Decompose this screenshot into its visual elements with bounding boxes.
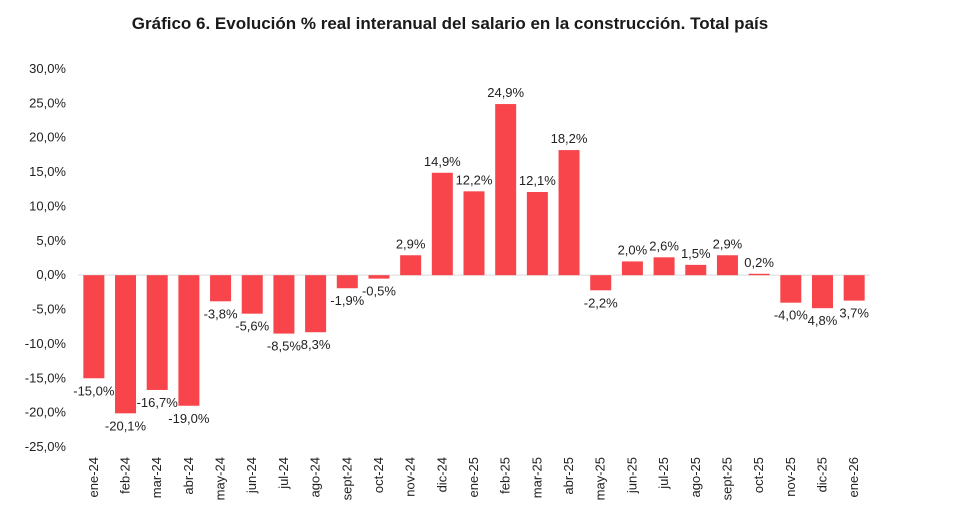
bar-mar-25 [526, 192, 548, 276]
data-label-ago-24: 8,3% [301, 337, 331, 352]
bar-ago-25 [685, 264, 707, 276]
data-label-oct-24: -0,5% [362, 284, 396, 299]
bar-ene-25 [463, 191, 485, 276]
y-tick-label: 15,0% [29, 164, 66, 179]
x-tick-label: ago-24 [308, 457, 323, 497]
bar-ene-26 [843, 275, 865, 301]
data-label-abr-25: 18,2% [551, 131, 588, 146]
data-label-nov-25: -4,0% [774, 308, 808, 323]
x-tick-label: nov-25 [783, 457, 798, 497]
bar-may-25 [590, 275, 612, 291]
chart-title: Gráfico 6. Evolución % real interanual d… [131, 14, 769, 33]
bar-oct-24 [368, 275, 390, 279]
x-tick-label: ene-25 [466, 457, 481, 497]
bar-dic-25 [811, 275, 833, 309]
data-label-jun-24: -5,6% [235, 319, 269, 334]
y-tick-label: 20,0% [29, 130, 66, 145]
bar-ene-24 [83, 275, 105, 379]
x-tick-label: nov-24 [403, 457, 418, 497]
x-tick-label: oct-25 [751, 457, 766, 493]
x-tick-label: feb-25 [498, 457, 513, 494]
data-label-ene-25: 12,2% [456, 172, 493, 187]
data-label-ago-25: 1,5% [681, 246, 711, 261]
bar-jun-25 [621, 261, 643, 276]
x-tick-label: dic-24 [434, 457, 449, 492]
y-tick-label: -15,0% [25, 370, 67, 385]
bar-may-24 [210, 275, 232, 302]
x-tick-label: abr-24 [181, 457, 196, 495]
bar-oct-25 [748, 273, 770, 276]
y-tick-label: 5,0% [36, 233, 66, 248]
x-tick-label: jun-25 [624, 457, 639, 494]
x-tick-label: dic-25 [814, 457, 829, 492]
data-label-may-24: -3,8% [204, 306, 238, 321]
data-label-jul-25: 2,6% [649, 238, 679, 253]
y-tick-label: 10,0% [29, 198, 66, 213]
data-label-dic-25: 4,8% [808, 313, 838, 328]
bar-abr-25 [558, 150, 580, 276]
y-tick-label: 0,0% [36, 267, 66, 282]
y-tick-label: -10,0% [25, 336, 67, 351]
data-label-jul-24: -8,5% [267, 339, 301, 354]
bar-abr-24 [178, 275, 200, 406]
data-label-ene-26: 3,7% [839, 306, 869, 321]
bar-jul-25 [653, 257, 675, 276]
x-tick-label: mar-24 [149, 457, 164, 498]
x-tick-label: abr-25 [561, 457, 576, 495]
x-tick-label: mar-25 [529, 457, 544, 498]
bar-mar-24 [146, 275, 168, 390]
x-tick-label: may-24 [213, 457, 228, 500]
data-label-feb-25: 24,9% [487, 85, 524, 100]
data-label-abr-24: -19,0% [168, 411, 210, 426]
data-label-may-25: -2,2% [584, 295, 618, 310]
x-tick-label: ene-24 [86, 457, 101, 497]
x-tick-label: ene-26 [846, 457, 861, 497]
bar-dic-24 [431, 172, 453, 276]
bar-sept-24 [336, 275, 358, 289]
x-tick-label: may-25 [593, 457, 608, 500]
data-label-dic-24: 14,9% [424, 154, 461, 169]
y-tick-label: -5,0% [32, 302, 66, 317]
bar-nov-25 [780, 275, 802, 303]
bar-feb-25 [495, 104, 517, 276]
x-tick-label: ago-25 [688, 457, 703, 497]
y-tick-label: 25,0% [29, 95, 66, 110]
bar-feb-24 [115, 275, 137, 414]
data-label-feb-24: -20,1% [105, 418, 147, 433]
data-label-mar-25: 12,1% [519, 173, 556, 188]
bar-jul-24 [273, 275, 295, 334]
y-tick-label: -25,0% [25, 439, 67, 454]
x-tick-label: jun-24 [244, 457, 259, 494]
bar-ago-24 [305, 275, 327, 333]
data-label-ene-24: -15,0% [73, 383, 115, 398]
bar-sept-25 [716, 255, 738, 276]
x-tick-label: jul-24 [276, 457, 291, 490]
data-label-mar-24: -16,7% [137, 395, 179, 410]
x-tick-label: jul-25 [656, 457, 671, 490]
x-tick-label: sept-24 [339, 457, 354, 500]
y-tick-label: -20,0% [25, 405, 67, 420]
y-tick-label: 30,0% [29, 61, 66, 76]
x-tick-label: feb-24 [118, 457, 133, 494]
data-label-sept-24: -1,9% [330, 293, 364, 308]
x-tick-label: oct-24 [371, 457, 386, 493]
data-label-jun-25: 2,0% [618, 242, 648, 257]
data-label-sept-25: 2,9% [713, 236, 743, 251]
data-label-oct-25: 0,2% [744, 255, 774, 270]
bar-nov-24 [400, 255, 422, 276]
data-label-nov-24: 2,9% [396, 236, 426, 251]
bar-jun-24 [241, 275, 263, 314]
x-tick-label: sept-25 [719, 457, 734, 500]
